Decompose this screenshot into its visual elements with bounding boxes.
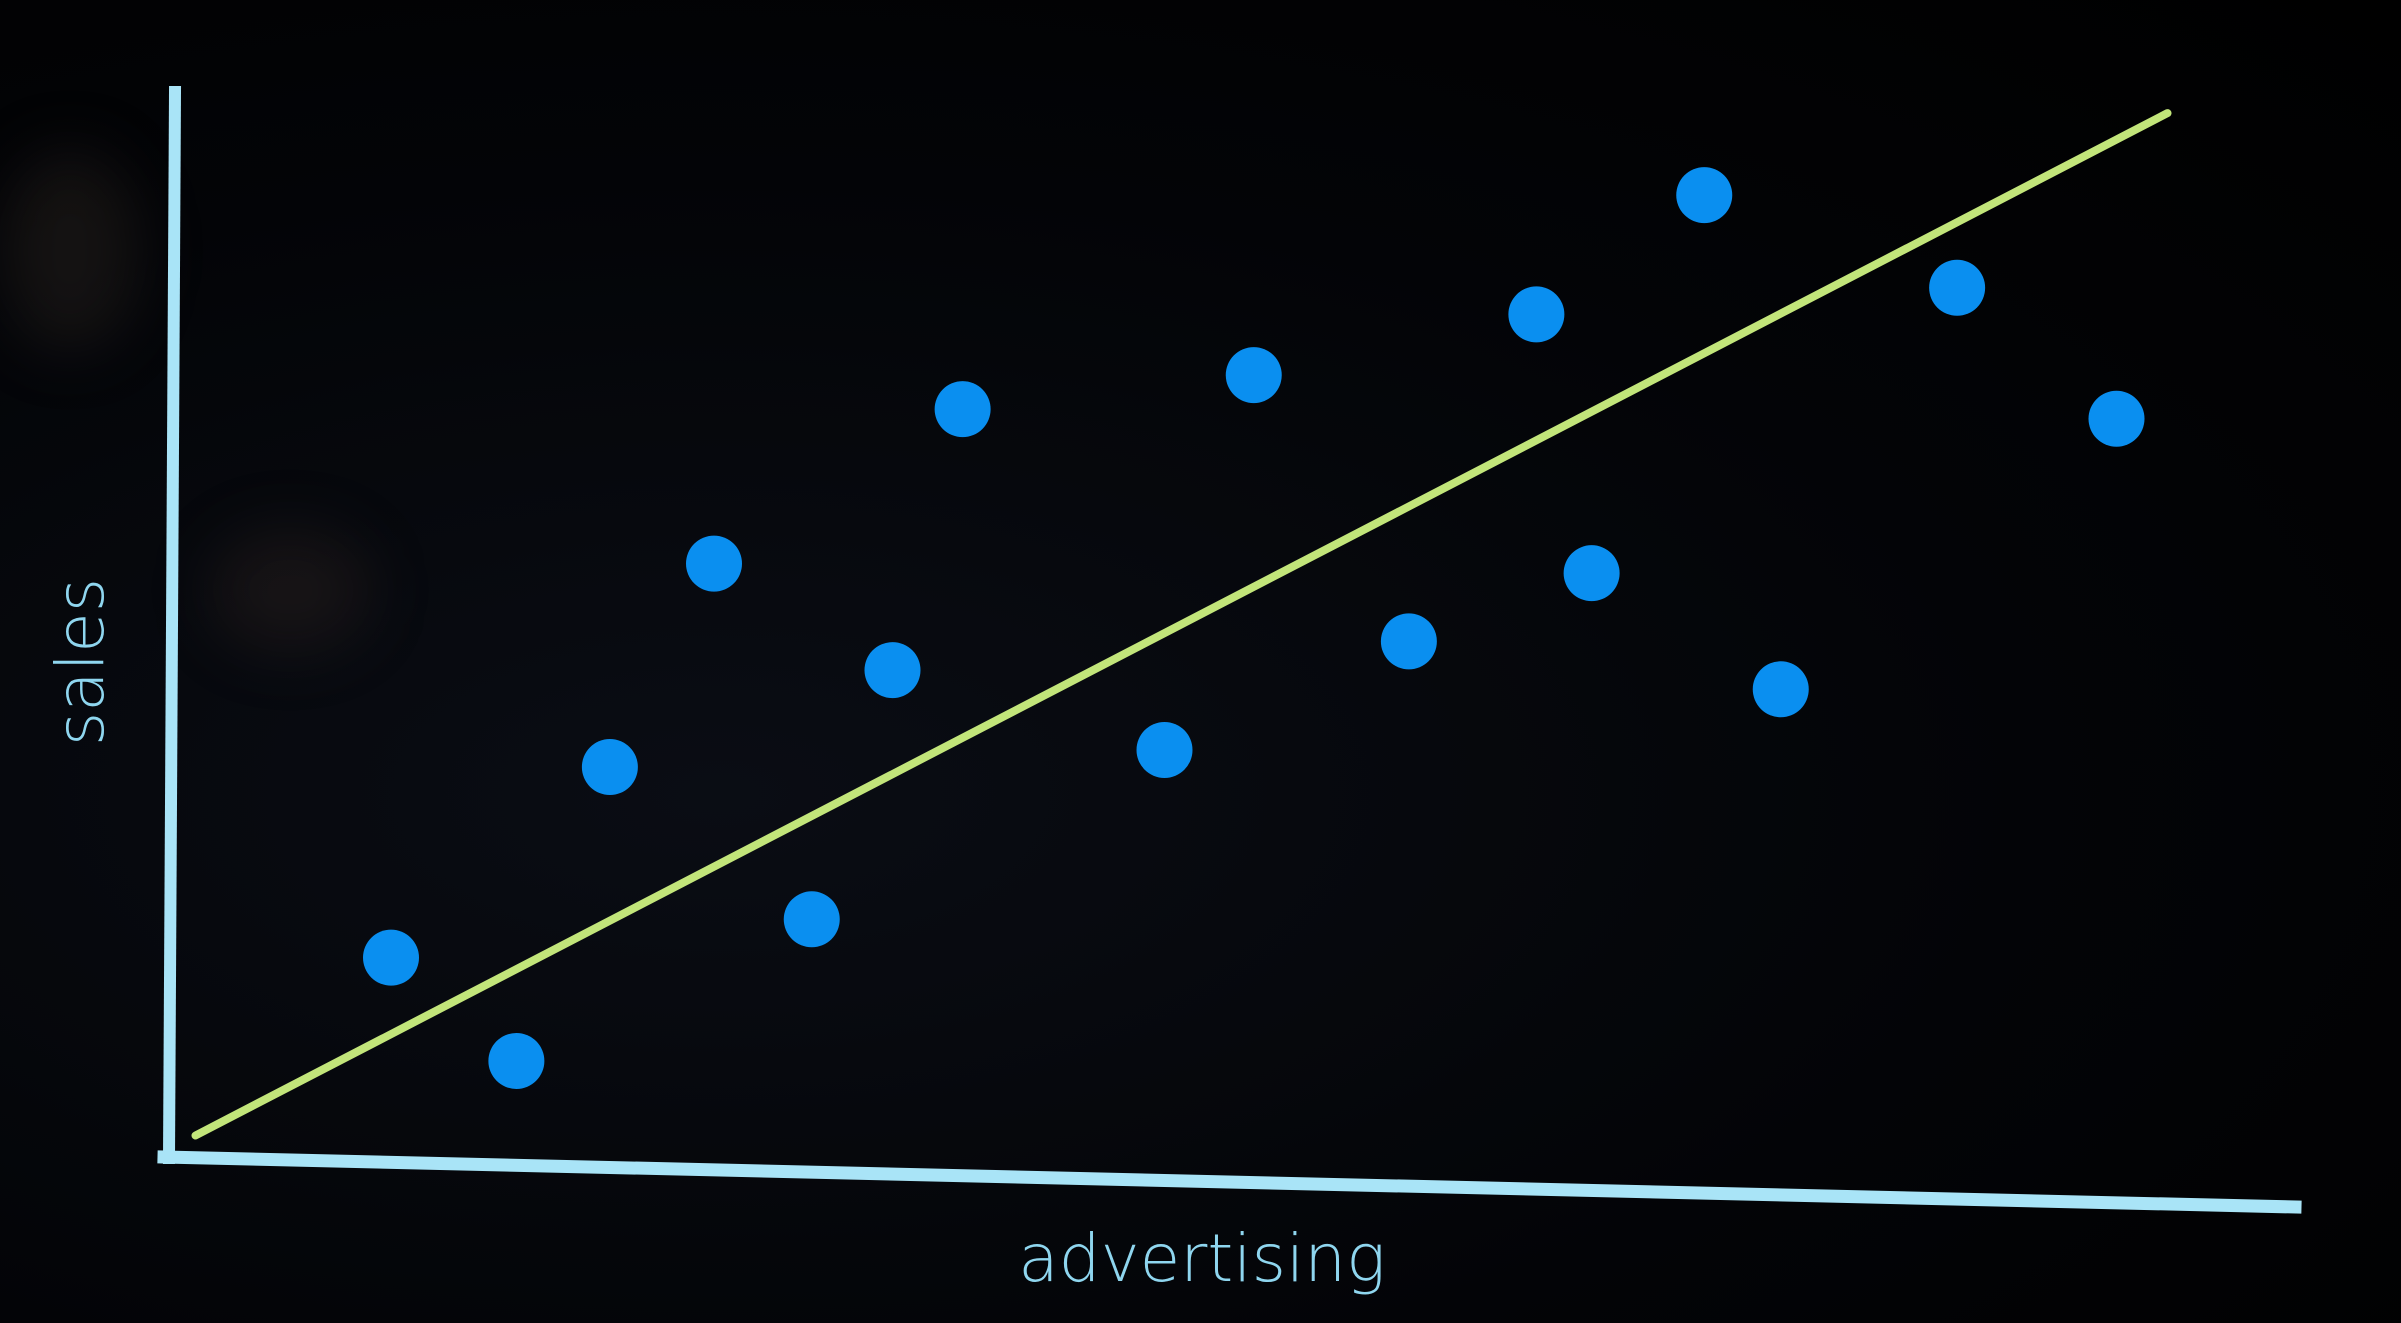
scatter-point: [581, 739, 638, 796]
scatter-point: [1752, 661, 1809, 718]
y-axis-line: [162, 85, 182, 1165]
scatter-point: [864, 642, 921, 699]
scatter-point: [2088, 390, 2145, 447]
axes: [157, 85, 2302, 1214]
scatter-point: [1563, 545, 1620, 602]
trend-line: [191, 109, 2172, 1140]
y-axis-label: sales: [42, 578, 119, 746]
data-points: [363, 167, 2145, 1089]
scatter-point: [1136, 721, 1193, 778]
trend-line-group: [191, 109, 2172, 1140]
scatter-point: [1225, 347, 1282, 404]
scatter-point: [363, 929, 419, 986]
scatter-point: [1676, 167, 1733, 224]
scatter-point: [1929, 259, 1986, 316]
scatter-point: [1508, 286, 1565, 343]
scatter-point: [686, 535, 742, 592]
x-axis-label: advertising: [1018, 1220, 1386, 1297]
x-axis-line: [157, 1150, 2302, 1214]
scatter-point: [934, 381, 991, 438]
scatter-point: [783, 891, 840, 948]
scatter-point: [488, 1032, 545, 1089]
scatter-point: [1380, 613, 1437, 670]
